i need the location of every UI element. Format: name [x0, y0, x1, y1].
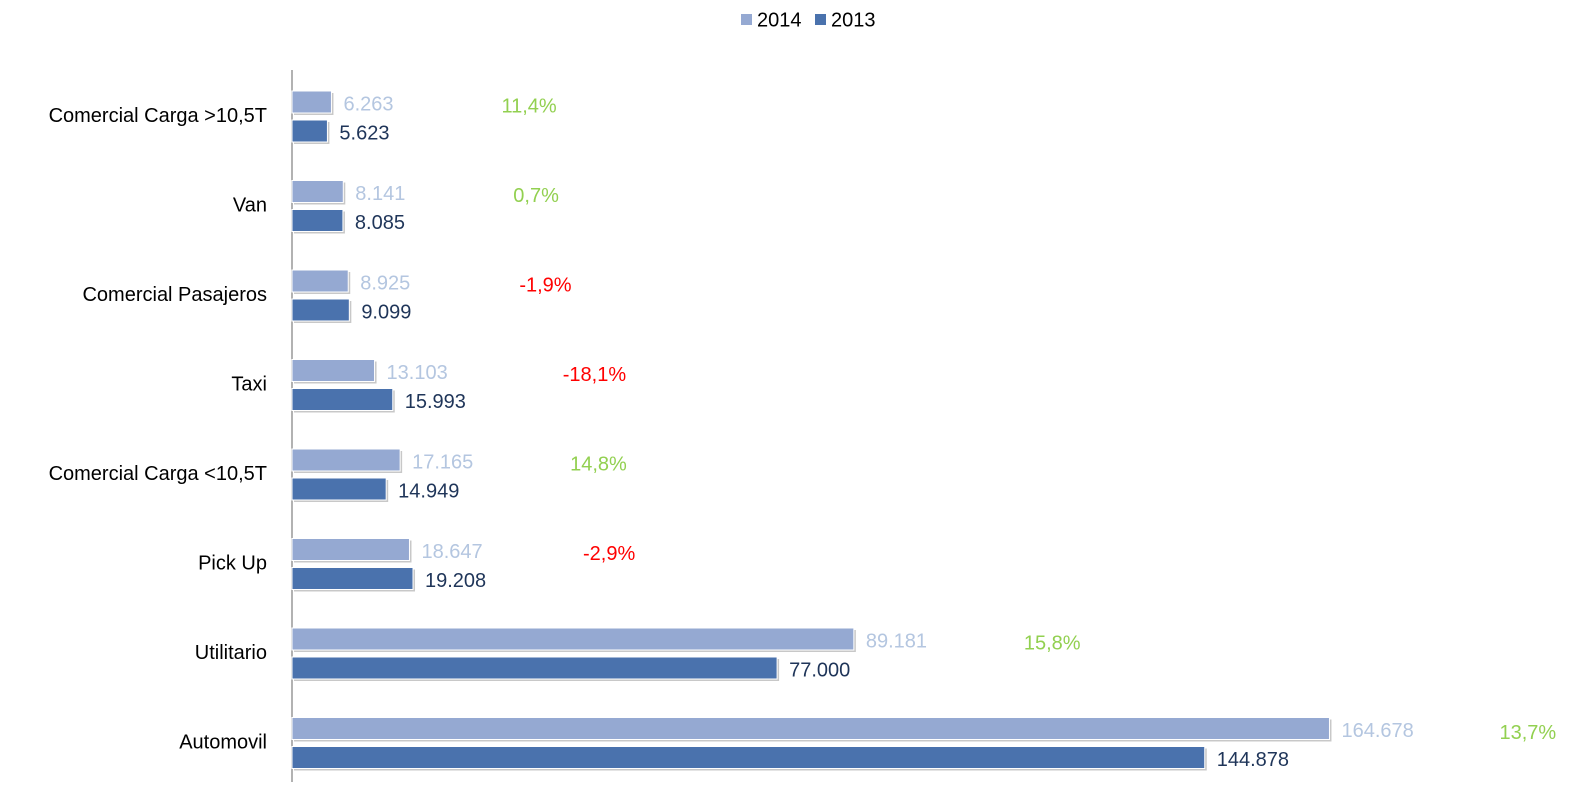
data-label: 17.165 [412, 451, 473, 473]
bar [291, 209, 344, 232]
y-tick-label: Comercial Pasajeros [82, 284, 267, 306]
data-label: 13.103 [387, 362, 448, 384]
data-label: 19.208 [425, 570, 486, 592]
data-label: 8.085 [355, 212, 405, 234]
annotation: -18,1% [563, 364, 627, 386]
y-tick-label: Comercial Carga <10,5T [49, 463, 267, 485]
data-label: 8.925 [360, 272, 410, 294]
annotation: 14,8% [570, 453, 627, 475]
bar [291, 746, 1206, 769]
annotation: 15,8% [1024, 632, 1081, 654]
y-tick-label: Van [233, 194, 267, 216]
bar [291, 180, 344, 203]
data-label: 6.263 [343, 93, 393, 115]
data-label: 15.993 [405, 391, 466, 413]
legend-label: 2014 [757, 9, 802, 31]
annotation: -2,9% [583, 543, 635, 565]
y-tick-label: Comercial Carga >10,5T [49, 105, 267, 127]
annotation: -1,9% [519, 274, 571, 296]
bar [291, 477, 387, 501]
bar [291, 90, 332, 114]
bar [291, 538, 410, 561]
bar [291, 269, 349, 293]
bar [291, 627, 855, 651]
data-label: 89.181 [866, 630, 927, 652]
data-label: 5.623 [339, 122, 389, 144]
annotation: 0,7% [513, 185, 559, 207]
data-label: 9.099 [361, 301, 411, 323]
bar [291, 567, 414, 590]
y-tick-label: Taxi [231, 373, 267, 395]
y-tick-label: Utilitario [195, 642, 267, 664]
data-label: 8.141 [355, 183, 405, 205]
bar [291, 359, 376, 382]
data-label: 14.949 [398, 480, 459, 502]
y-tick-label: Automovil [179, 731, 267, 753]
legend-swatch [815, 14, 826, 25]
bar [291, 388, 394, 411]
legend-label: 2013 [831, 9, 876, 31]
bar [291, 298, 350, 322]
data-label: 18.647 [421, 541, 482, 563]
legend-swatch [741, 14, 752, 25]
bar [291, 656, 778, 680]
annotation: 13,7% [1499, 722, 1556, 744]
data-label: 144.878 [1217, 749, 1289, 771]
y-tick-label: Pick Up [198, 552, 267, 574]
bar [291, 717, 1330, 740]
bar [291, 448, 401, 472]
data-label: 164.678 [1341, 720, 1413, 742]
data-label: 77.000 [789, 659, 850, 681]
annotation: 11,4% [501, 95, 556, 117]
bar [291, 119, 328, 143]
